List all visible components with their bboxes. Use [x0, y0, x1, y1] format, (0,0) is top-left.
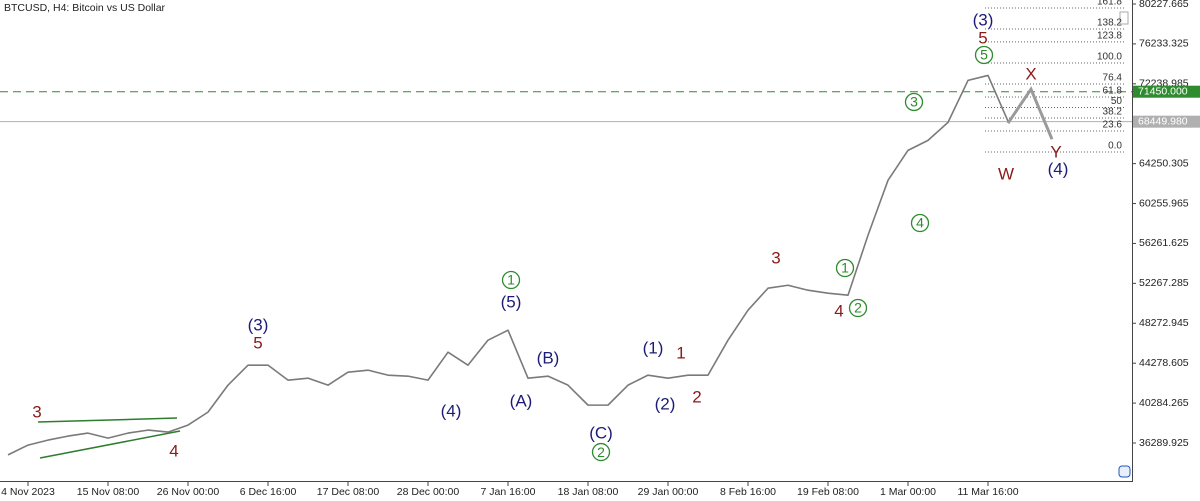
y-tick-label: 40284.265 [1139, 397, 1189, 409]
price-line-series [7, 74, 1009, 456]
wave-label: 4 [834, 302, 843, 321]
x-tick-label: 28 Dec 00:00 [397, 486, 460, 498]
price-label: 68449.980 [1138, 115, 1188, 127]
wave-label: 1 [676, 344, 685, 363]
wave-label: (2) [655, 395, 676, 414]
y-tick-label: 76233.325 [1139, 38, 1189, 50]
wave-label: 3 [771, 249, 780, 268]
y-tick-label: 44278.605 [1139, 357, 1189, 369]
y-tick-label: 52267.285 [1139, 277, 1189, 289]
wave-label: (4) [1048, 160, 1069, 179]
wave-label: 5 [253, 334, 262, 353]
price-label: 71450.000 [1138, 85, 1188, 97]
x-tick-label: 8 Feb 16:00 [720, 486, 776, 498]
wave-label: 4 [916, 215, 924, 231]
x-tick-label: 1 Mar 00:00 [880, 486, 936, 498]
wave-label: 1 [507, 272, 515, 288]
wave-label: 4 [169, 442, 178, 461]
trendline [39, 430, 181, 459]
wave-label: Y [1050, 143, 1061, 162]
wave-label: (1) [643, 339, 664, 358]
fib-label: 0.0 [1108, 141, 1122, 152]
y-tick-label: 64250.305 [1139, 157, 1189, 169]
y-tick-label: 36289.925 [1139, 437, 1189, 449]
x-tick-label: 18 Jan 08:00 [558, 486, 619, 498]
projection [1006, 86, 1054, 140]
price-label-box [1133, 85, 1200, 98]
wave-label: 2 [692, 388, 701, 407]
wave-label: 2 [597, 444, 605, 460]
fib-label: 38.2 [1103, 107, 1123, 118]
x-tick-label: 26 Nov 00:00 [157, 486, 220, 498]
y-tick-label: 56261.625 [1139, 237, 1189, 249]
x-tick-label: 29 Jan 00:00 [638, 486, 699, 498]
fib-label: 123.8 [1097, 30, 1122, 41]
trendline [37, 417, 178, 423]
scale-icon [1119, 11, 1129, 25]
wave-label: 2 [854, 300, 862, 316]
wave-label: 5 [980, 47, 988, 63]
wave-label: (3) [248, 316, 269, 335]
fib-label: 23.6 [1103, 120, 1123, 131]
x-tick-label: 19 Feb 08:00 [797, 486, 859, 498]
x-tick-label: 15 Nov 08:00 [77, 486, 140, 498]
wave-label: X [1025, 64, 1036, 83]
x-tick-label: 6 Dec 16:00 [240, 486, 297, 498]
wave-circle [848, 298, 868, 318]
wave-circle [974, 45, 994, 65]
x-tick-label: 4 Nov 2023 [1, 486, 55, 498]
x-tick-label: 17 Dec 08:00 [317, 486, 380, 498]
wave-label: 1 [841, 260, 849, 276]
fib-label: 50 [1111, 96, 1123, 107]
wave-label: W [998, 165, 1014, 184]
wave-circle [910, 213, 930, 233]
wave-label: (C) [589, 424, 613, 443]
wave-label: 5 [978, 28, 987, 47]
y-tick-label: 48272.945 [1139, 317, 1189, 329]
fib-label: 138.2 [1097, 18, 1122, 29]
wave-label: 3 [32, 403, 41, 422]
wave-circle [904, 92, 924, 112]
x-tick-label: 11 Mar 16:00 [957, 486, 1018, 498]
wave-label: (3) [973, 10, 994, 29]
fib-label: 100.0 [1097, 52, 1122, 63]
wave-label: (4) [441, 402, 462, 421]
fib-label: 161.8 [1097, 0, 1122, 8]
x-tick-label: 7 Jan 16:00 [481, 486, 536, 498]
autoscroll-icon [1118, 465, 1131, 478]
wave-label: (B) [537, 349, 560, 368]
y-tick-label: 80227.665 [1139, 0, 1189, 10]
wave-circle [835, 258, 855, 278]
price-label-box [1133, 115, 1200, 128]
wave-label: (5) [501, 293, 522, 312]
fib-label: 76.4 [1103, 73, 1123, 84]
chart-title: BTCUSD, H4: Bitcoin vs US Dollar [4, 2, 166, 14]
wave-label: 3 [910, 94, 918, 110]
wave-circle [501, 270, 521, 290]
wave-circle [591, 442, 611, 462]
fib-label: 61.8 [1103, 86, 1123, 97]
wave-label: (A) [510, 392, 533, 411]
y-tick-label: 60255.965 [1139, 197, 1189, 209]
